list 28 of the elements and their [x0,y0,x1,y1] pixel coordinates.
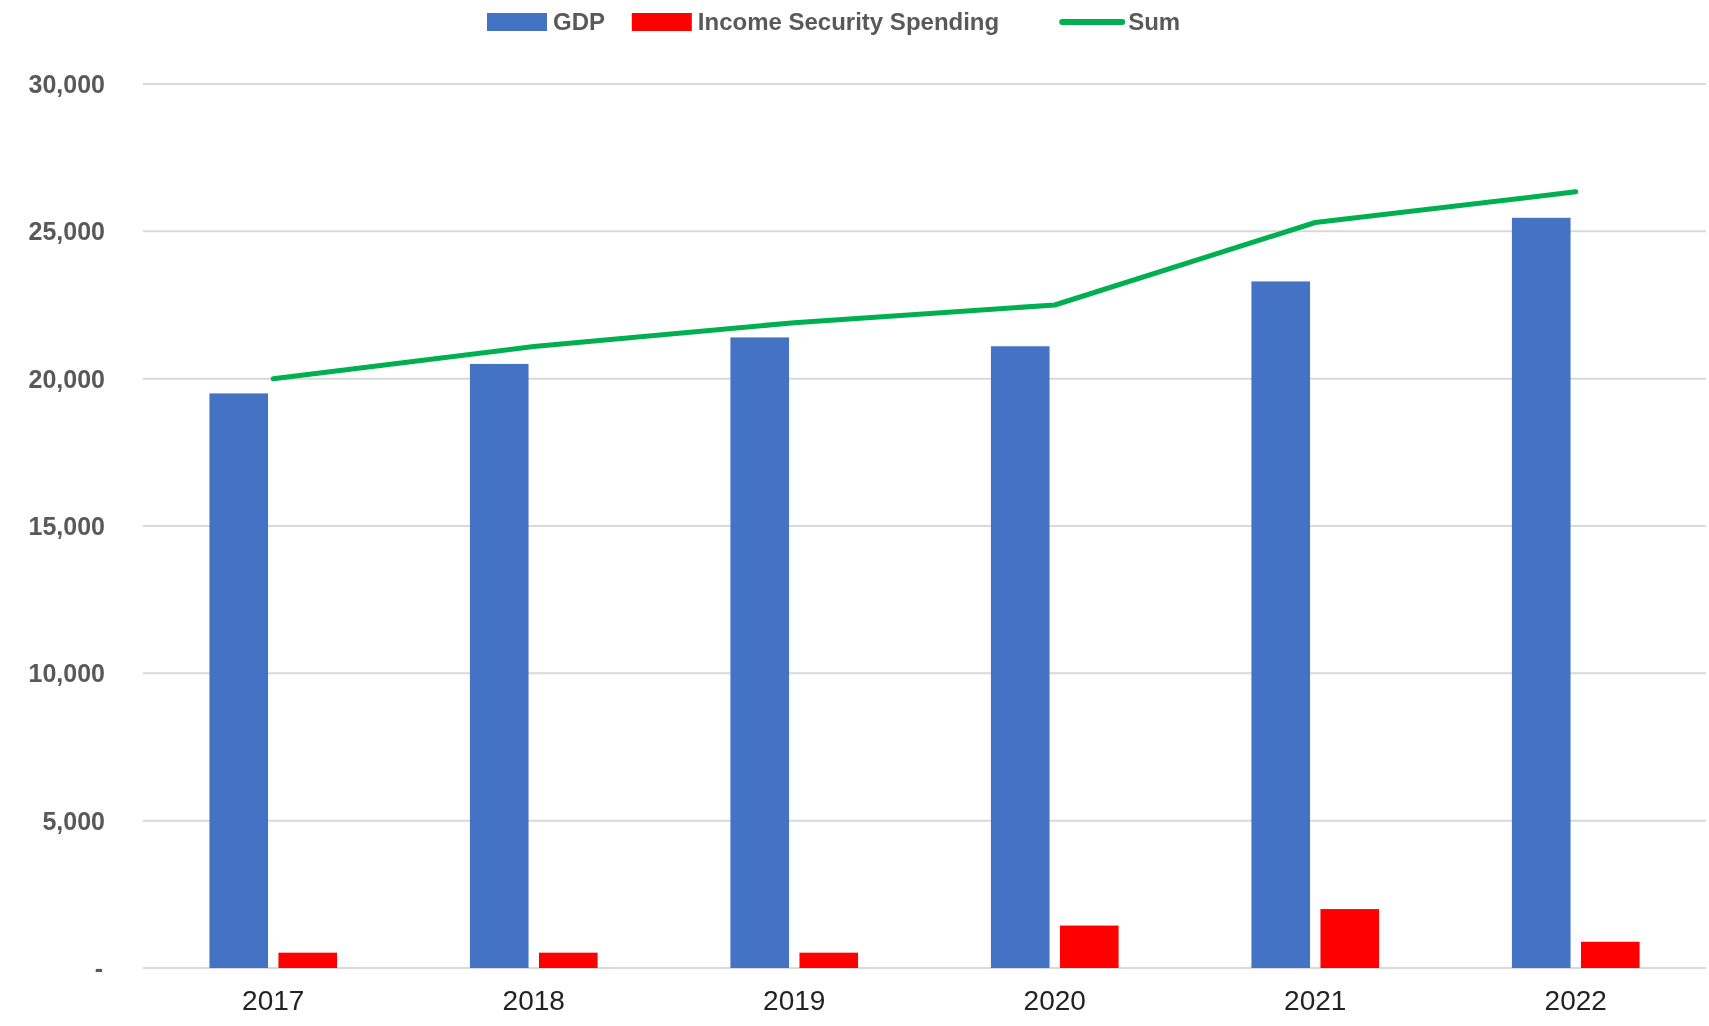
bar [799,952,859,968]
bar [990,346,1050,968]
bar [538,952,598,968]
y-tick-label: 10,000 [28,659,105,688]
x-tick-label: 2018 [502,985,565,1016]
bar [1059,925,1119,968]
bar [278,952,338,968]
y-tick-label: 30,000 [28,70,105,98]
legend-label: Income Security Spending [697,8,1000,35]
legend-label: Sum [1128,8,1181,35]
bar [1511,217,1571,968]
bar [1251,281,1311,968]
legend-label: GDP [553,8,606,35]
y-tick-label: 15,000 [28,512,105,540]
x-tick-label: 2021 [1284,985,1347,1016]
x-tick-label: 2017 [242,985,305,1016]
bar [209,393,269,968]
y-tick-label: - [94,954,103,982]
y-tick-label: 25,000 [28,217,105,246]
x-tick-label: 2022 [1544,985,1607,1016]
x-tick-label: 2019 [763,985,826,1016]
bar [1580,941,1640,968]
x-tick-label: 2020 [1023,985,1086,1016]
bar [730,337,790,968]
bar [1320,909,1380,968]
y-tick-label: 20,000 [28,364,105,393]
bar [469,363,529,968]
y-tick-label: 5,000 [42,806,105,835]
